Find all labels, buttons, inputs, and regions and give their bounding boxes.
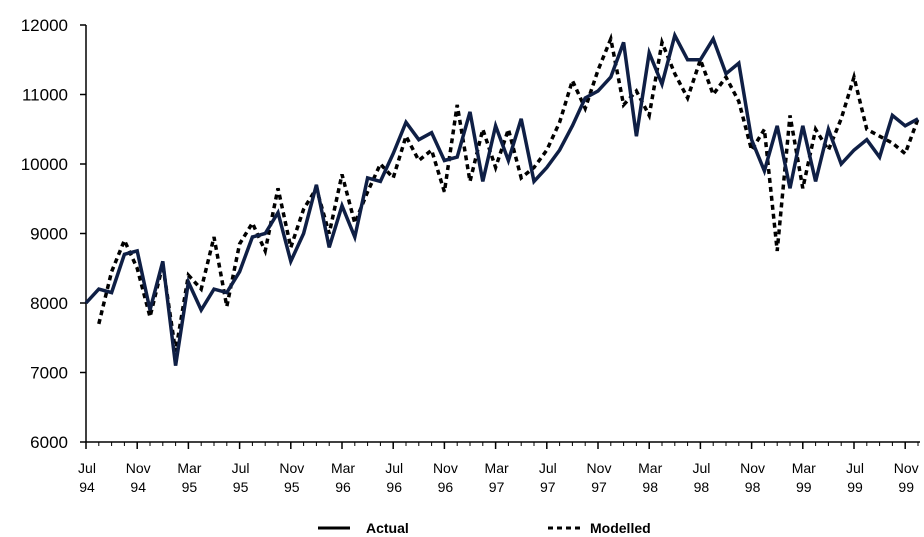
x-tick-label-month: Mar bbox=[177, 460, 201, 476]
x-tick-label-year: 97 bbox=[489, 479, 505, 495]
y-tick-label: 9000 bbox=[30, 225, 68, 244]
x-tick-label-year: 98 bbox=[694, 479, 710, 495]
x-tick-label-month: Nov bbox=[433, 460, 458, 476]
x-tick-label-month: Nov bbox=[894, 460, 919, 476]
x-tick-label-year: 99 bbox=[847, 479, 863, 495]
legend: Actual Modelled bbox=[318, 520, 651, 536]
y-tick-label: 8000 bbox=[30, 294, 68, 313]
legend-label-actual: Actual bbox=[366, 520, 409, 536]
x-tick-label-month: Jul bbox=[385, 460, 403, 476]
x-tick-label-year: 94 bbox=[130, 479, 146, 495]
x-tick-label-month: Mar bbox=[485, 460, 509, 476]
x-tick-label-month: Nov bbox=[587, 460, 612, 476]
x-tick-label-month: Mar bbox=[792, 460, 816, 476]
x-tick-label-month: Jul bbox=[232, 460, 250, 476]
x-tick-label-year: 97 bbox=[591, 479, 607, 495]
x-tick-label-month: Jul bbox=[78, 460, 96, 476]
x-tick-label-year: 98 bbox=[745, 479, 761, 495]
x-tick-label-year: 95 bbox=[233, 479, 249, 495]
x-tick-label-year: 99 bbox=[898, 479, 914, 495]
y-tick-label: 6000 bbox=[30, 433, 68, 452]
y-tick-label: 11000 bbox=[22, 86, 68, 105]
x-tick-label-month: Nov bbox=[740, 460, 765, 476]
x-axis-ticks: Jul 94 Nov 94 Mar 95 Jul 95 Nov 95 Mar 96 Jul 96 Nov 96… bbox=[78, 442, 919, 495]
x-tick-label-year: 95 bbox=[182, 479, 198, 495]
y-tick-label: 10000 bbox=[21, 155, 68, 174]
y-axis-ticks: 6000 7000 8000 9000 10000 11000 12000 bbox=[21, 16, 86, 452]
x-tick-label-year: 96 bbox=[386, 479, 402, 495]
x-tick-label-year: 96 bbox=[438, 479, 454, 495]
y-tick-label: 7000 bbox=[30, 364, 68, 383]
x-tick-label-year: 99 bbox=[796, 479, 812, 495]
x-tick-label-month: Jul bbox=[692, 460, 710, 476]
x-tick-label-month: Mar bbox=[638, 460, 662, 476]
x-tick-label-year: 94 bbox=[79, 479, 95, 495]
x-tick-label-month: Jul bbox=[539, 460, 557, 476]
x-tick-label-month: Nov bbox=[126, 460, 151, 476]
x-tick-label-year: 97 bbox=[540, 479, 556, 495]
series-line-modelled bbox=[97, 32, 920, 352]
legend-label-modelled: Modelled bbox=[590, 520, 651, 536]
x-tick-label-year: 95 bbox=[284, 479, 300, 495]
x-tick-label-year: 98 bbox=[642, 479, 658, 495]
x-tick-label-year: 96 bbox=[335, 479, 351, 495]
series-layer bbox=[84, 30, 920, 366]
series-line-actual bbox=[84, 30, 919, 366]
x-tick-label-month: Nov bbox=[279, 460, 304, 476]
chart-axes bbox=[85, 25, 920, 443]
x-tick-label-month: Mar bbox=[331, 460, 355, 476]
x-tick-label-month: Jul bbox=[846, 460, 864, 476]
y-tick-label: 12000 bbox=[21, 16, 68, 35]
